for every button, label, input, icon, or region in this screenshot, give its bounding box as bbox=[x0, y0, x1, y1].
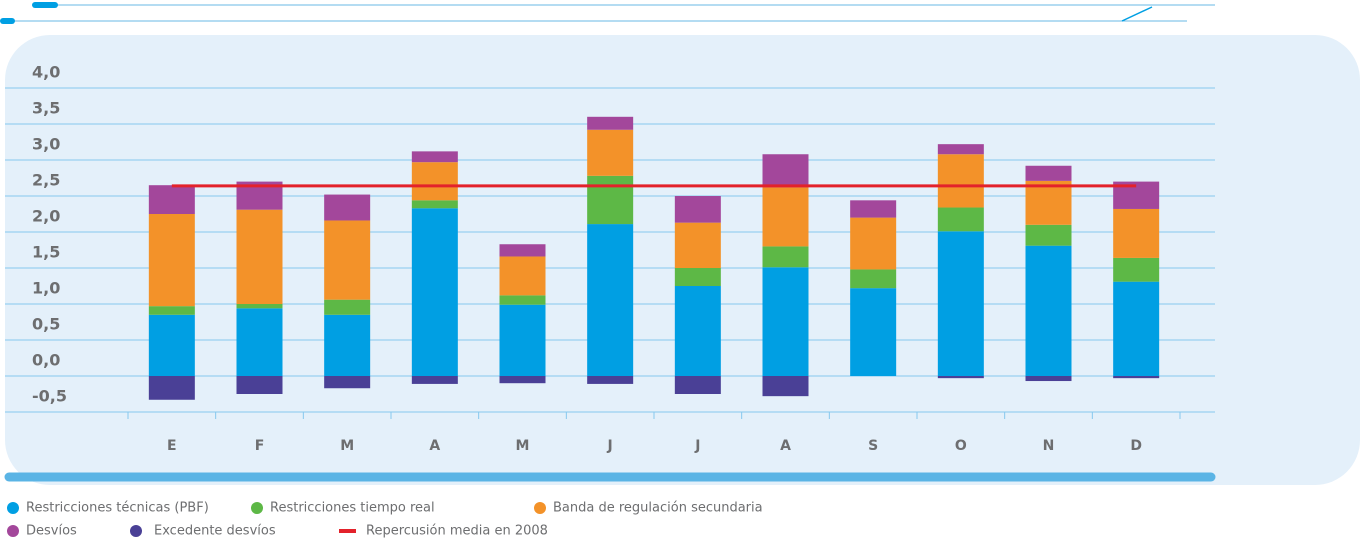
x-tick-label: M bbox=[516, 438, 530, 454]
bar-segment bbox=[1113, 208, 1160, 258]
bar-segment bbox=[411, 208, 458, 376]
bar-segment bbox=[148, 185, 195, 214]
x-tick-label: N bbox=[1043, 438, 1055, 454]
bar-segment bbox=[324, 314, 371, 376]
bar-segment bbox=[499, 244, 546, 257]
legend-marker bbox=[7, 502, 19, 514]
x-tick-label: E bbox=[167, 438, 177, 454]
bar-segment bbox=[674, 376, 721, 394]
bar-segment bbox=[762, 187, 809, 247]
bar-segment bbox=[850, 217, 897, 270]
y-tick-label: 0,5 bbox=[32, 315, 60, 334]
bar-segment bbox=[762, 376, 809, 397]
bar-segment bbox=[762, 246, 809, 268]
bar-segment bbox=[587, 224, 634, 376]
bar-segment bbox=[236, 376, 283, 394]
bar-segment bbox=[499, 256, 546, 296]
bar-segment bbox=[324, 194, 371, 221]
y-tick-label: 3,5 bbox=[32, 99, 60, 118]
bar-segment bbox=[1025, 165, 1072, 181]
bar-segment bbox=[937, 207, 984, 232]
x-tick-label: J bbox=[607, 438, 613, 454]
plot: -0,5 0,0 0,5 1,0 1,5 2,0 2,5 3,0 3,5 4,0 E F M A M J J A S… bbox=[5, 63, 1215, 454]
bar-segment bbox=[762, 267, 809, 376]
bar-segment bbox=[499, 376, 546, 384]
bar-segment bbox=[674, 286, 721, 376]
bar-segment bbox=[674, 268, 721, 286]
x-tick-label: D bbox=[1130, 438, 1142, 454]
legend-marker bbox=[7, 525, 19, 537]
y-tick-label: 1,0 bbox=[32, 279, 60, 298]
bar-segment bbox=[674, 222, 721, 268]
bar-segment bbox=[236, 304, 283, 309]
y-tick-label: 3,0 bbox=[32, 135, 60, 154]
bar-segment bbox=[1025, 224, 1072, 246]
bar-segment bbox=[324, 299, 371, 315]
y-tick-label: 0,0 bbox=[32, 351, 60, 370]
bar-segment bbox=[411, 376, 458, 384]
y-tick-label: 1,5 bbox=[32, 243, 60, 262]
bar-segment bbox=[850, 200, 897, 218]
bar-segment bbox=[937, 154, 984, 208]
bar-segment bbox=[236, 308, 283, 376]
y-tick-label: -0,5 bbox=[32, 387, 67, 406]
bar-segment bbox=[1025, 180, 1072, 225]
x-tick-label: J bbox=[694, 438, 700, 454]
bar-segment bbox=[148, 376, 195, 400]
y-tick-label: 2,0 bbox=[32, 207, 60, 226]
legend-label: Repercusión media en 2008 bbox=[366, 524, 548, 539]
bar-segment bbox=[937, 231, 984, 376]
legend-marker bbox=[534, 502, 546, 514]
x-tick-label: O bbox=[955, 438, 967, 454]
legend-label: Excedente desvíos bbox=[154, 524, 276, 539]
bar-segment bbox=[1025, 245, 1072, 376]
bar-segment bbox=[587, 116, 634, 130]
bar-segment bbox=[1113, 281, 1160, 376]
legend-marker bbox=[130, 525, 142, 537]
bar-segment bbox=[1113, 376, 1160, 379]
bar-segment bbox=[148, 314, 195, 376]
legend-label: Restricciones tiempo real bbox=[270, 501, 435, 516]
y-tick-label: 4,0 bbox=[32, 63, 60, 82]
bar-segment bbox=[674, 196, 721, 223]
x-tick-label: A bbox=[780, 438, 791, 454]
bar-segment bbox=[411, 162, 458, 201]
bar-segment bbox=[1025, 376, 1072, 382]
bar-segment bbox=[587, 376, 634, 384]
bar-segment bbox=[937, 376, 984, 379]
bar-segment bbox=[148, 306, 195, 315]
bar-segment bbox=[148, 214, 195, 307]
legend-label: Banda de regulación secundaria bbox=[553, 501, 763, 516]
y-tick-label: 2,5 bbox=[32, 171, 60, 190]
legend-marker bbox=[251, 502, 263, 514]
bar-segment bbox=[499, 295, 546, 305]
legend-label: Desvíos bbox=[26, 524, 77, 539]
x-tick-label: S bbox=[868, 438, 878, 454]
legend: Restricciones técnicas (PBF) Restriccione… bbox=[7, 501, 763, 539]
bar-segment bbox=[324, 220, 371, 300]
bar-segment bbox=[1113, 257, 1160, 282]
x-tick-label: F bbox=[255, 438, 265, 454]
x-tick-label: M bbox=[340, 438, 354, 454]
legend-label: Restricciones técnicas (PBF) bbox=[26, 501, 209, 516]
bar-segment bbox=[587, 129, 634, 176]
bar-segment bbox=[937, 144, 984, 155]
bar-segment bbox=[324, 376, 371, 389]
bar-segment bbox=[499, 304, 546, 376]
bar-segment bbox=[762, 154, 809, 188]
decor-line bbox=[1121, 6, 1153, 22]
bar-segment bbox=[850, 288, 897, 376]
bar-segment bbox=[850, 269, 897, 289]
bar-segment bbox=[236, 209, 283, 304]
bar-segment bbox=[587, 175, 634, 225]
bar-segment bbox=[411, 151, 458, 163]
x-tick-label: A bbox=[429, 438, 440, 454]
bar-segment bbox=[411, 200, 458, 209]
